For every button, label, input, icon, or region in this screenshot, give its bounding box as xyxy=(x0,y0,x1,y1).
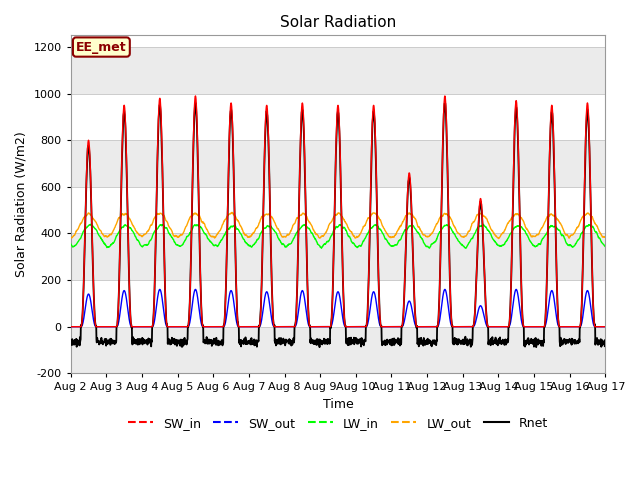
Legend: SW_in, SW_out, LW_in, LW_out, Rnet: SW_in, SW_out, LW_in, LW_out, Rnet xyxy=(123,412,553,435)
Bar xyxy=(70,47,605,94)
Bar xyxy=(70,327,605,373)
Bar xyxy=(70,94,605,140)
Bar xyxy=(70,280,605,327)
Bar xyxy=(70,187,605,233)
Text: EE_met: EE_met xyxy=(76,40,127,54)
X-axis label: Time: Time xyxy=(323,398,353,411)
Bar xyxy=(70,140,605,187)
Title: Solar Radiation: Solar Radiation xyxy=(280,15,396,30)
Bar xyxy=(70,233,605,280)
Y-axis label: Solar Radiation (W/m2): Solar Radiation (W/m2) xyxy=(15,132,28,277)
